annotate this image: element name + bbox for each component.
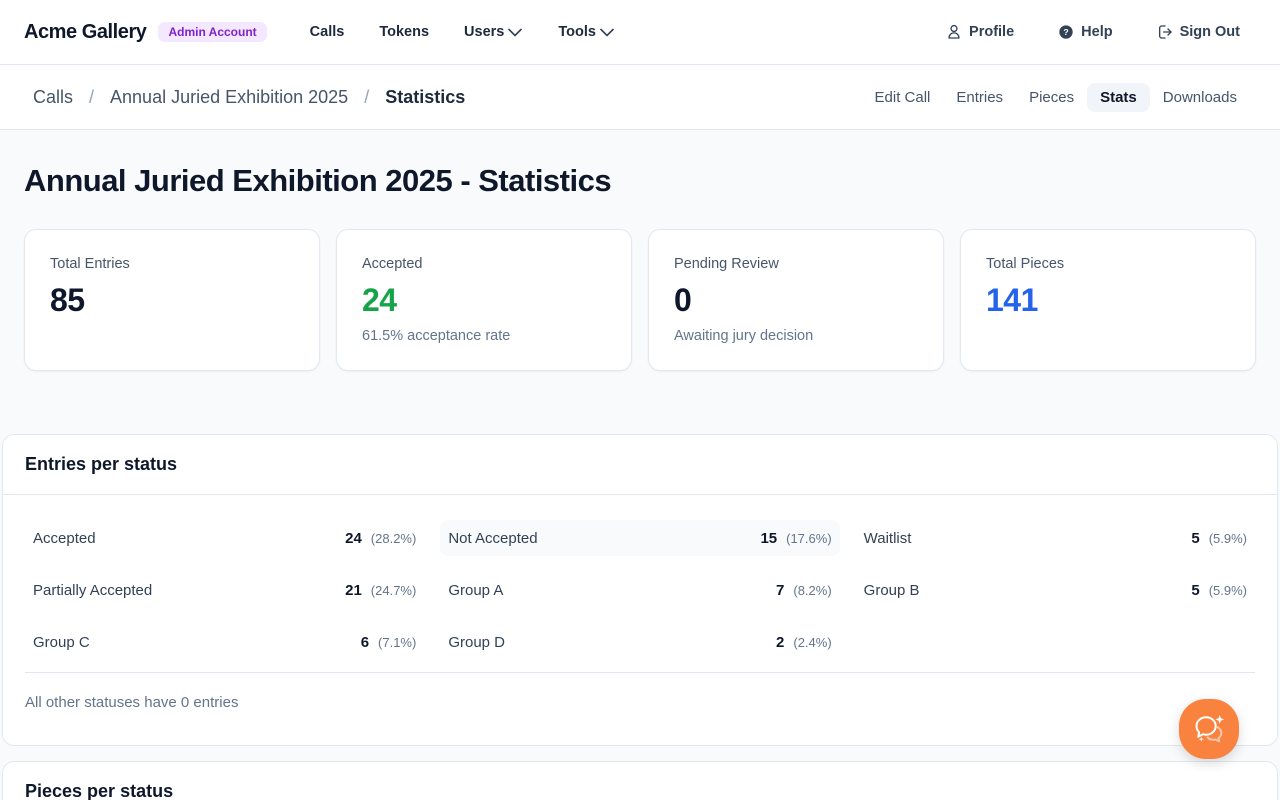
svg-text:?: ? — [1064, 27, 1069, 37]
